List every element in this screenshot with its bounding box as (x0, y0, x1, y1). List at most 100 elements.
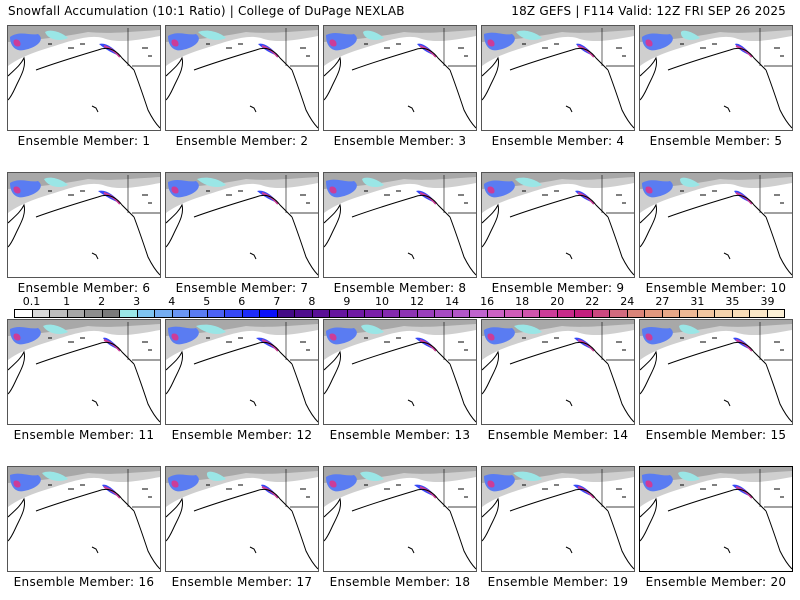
hawaii-islands (723, 105, 731, 113)
ensemble-member-label: Ensemble Member: 8 (333, 281, 467, 295)
colorbar-box (627, 310, 645, 317)
alaska-coastline (667, 488, 767, 512)
west-coast-coastline (449, 363, 476, 423)
west-coast-coastline (133, 216, 160, 276)
colorbar-box (592, 310, 610, 317)
snow-cover-medium (482, 320, 634, 336)
hawaii-islands (565, 105, 573, 113)
snow-cover-medium (166, 26, 318, 42)
ensemble-member-label: Ensemble Member: 13 (329, 428, 471, 442)
ensemble-member-label: Ensemble Member: 15 (645, 428, 787, 442)
arctic-coast-fragments (364, 337, 468, 351)
snow-cover-extreme (13, 39, 21, 47)
colorbar-box (225, 310, 243, 317)
snow-cover-medium (482, 173, 634, 189)
snow-cover-medium (166, 467, 318, 483)
ensemble-member-label: Ensemble Member: 19 (487, 575, 629, 589)
colorbar-box (400, 310, 418, 317)
hawaii-islands (407, 252, 415, 260)
colorbar-box (137, 310, 155, 317)
alaska-coastline (509, 488, 609, 512)
snow-cover-extreme (13, 186, 21, 194)
asia-coastline (482, 350, 499, 395)
ensemble-map-panel (639, 466, 793, 572)
alaska-coastline (35, 488, 135, 512)
snow-cover-medium (640, 173, 792, 189)
snowfall-map (640, 26, 792, 129)
asia-coastline (640, 350, 657, 395)
snow-cover-extreme (487, 480, 495, 488)
snow-cover-cyan (515, 177, 542, 187)
arctic-coast-fragments (48, 190, 152, 204)
arctic-coast-fragments (48, 43, 152, 57)
ensemble-member-label: Ensemble Member: 11 (13, 428, 155, 442)
asia-coastline (8, 350, 25, 395)
ensemble-member-label: Ensemble Member: 7 (175, 281, 309, 295)
asia-coastline (482, 203, 499, 248)
alaska-coastline (351, 194, 451, 218)
colorbar-box (680, 310, 698, 317)
colorbar-tick-label: 12 (410, 295, 425, 308)
snow-cover-extreme (329, 333, 337, 341)
arctic-coast-fragments (364, 190, 468, 204)
hawaii-islands (407, 105, 415, 113)
alaska-coastline (351, 341, 451, 365)
snowfall-map (640, 467, 792, 570)
run-info: 18Z GEFS | F114 Valid: 12Z FRI SEP 26 20… (511, 4, 786, 18)
colorbar-box (102, 310, 120, 317)
hawaii-islands (249, 399, 257, 407)
colorbar-box (645, 310, 663, 317)
colorbar-tick-label: 1 (63, 295, 71, 308)
west-coast-coastline (133, 69, 160, 129)
colorbar-tick-label: 8 (308, 295, 316, 308)
colorbar-tick-label: 22 (585, 295, 600, 308)
ensemble-map-panel (481, 25, 635, 131)
asia-coastline (8, 56, 25, 101)
colorbar-box (312, 310, 330, 317)
alaska-coastline (667, 47, 767, 71)
hawaii-islands (91, 105, 99, 113)
colorbar-box (242, 310, 260, 317)
arctic-coast-fragments (522, 190, 626, 204)
arctic-coast-fragments (522, 484, 626, 498)
colorbar-tick-label: 27 (655, 295, 670, 308)
snow-cover-cyan (44, 177, 68, 187)
snow-cover-medium (324, 173, 476, 189)
colorbar-box (330, 310, 348, 317)
arctic-coast-fragments (680, 484, 784, 498)
snow-cover-cyan (679, 324, 700, 334)
snow-cover-cyan (43, 324, 68, 334)
colorbar-box (277, 310, 295, 317)
snow-cover-extreme (171, 186, 179, 194)
snow-cover-cyan (196, 324, 226, 334)
snowfall-map (324, 173, 476, 276)
colorbar-box (435, 310, 453, 317)
ensemble-map-panel (165, 25, 319, 131)
colorbar-box (295, 310, 313, 317)
colorbar-tick-label: 2 (98, 295, 106, 308)
colorbar-box (50, 310, 68, 317)
ensemble-map-panel (481, 466, 635, 572)
hawaii-islands (249, 546, 257, 554)
asia-coastline (166, 56, 183, 101)
snow-cover-medium (8, 320, 160, 336)
ensemble-map-panel (165, 466, 319, 572)
ensemble-map-panel (323, 319, 477, 425)
colorbar (14, 309, 785, 318)
snowfall-map (640, 320, 792, 423)
colorbar-tick-label: 10 (374, 295, 389, 308)
arctic-coast-fragments (680, 190, 784, 204)
alaska-coastline (35, 47, 135, 71)
ensemble-member-label: Ensemble Member: 5 (649, 134, 783, 148)
hawaii-islands (249, 252, 257, 260)
snow-cover-medium (166, 320, 318, 336)
hawaii-islands (565, 399, 573, 407)
snow-cover-cyan (680, 30, 700, 40)
colorbar-tick-label: 3 (133, 295, 141, 308)
snow-cover-cyan (360, 471, 384, 481)
alaska-coastline (509, 194, 609, 218)
colorbar-box (522, 310, 540, 317)
arctic-coast-fragments (364, 43, 468, 57)
colorbar-box (540, 310, 558, 317)
hawaii-islands (723, 252, 731, 260)
